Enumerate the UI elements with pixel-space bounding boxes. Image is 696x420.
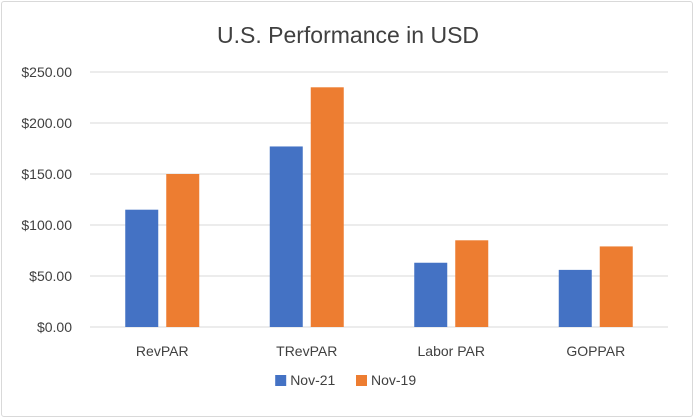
legend-label: Nov-21 bbox=[290, 372, 335, 388]
x-tick-label: TRevPAR bbox=[276, 343, 337, 359]
legend-swatch bbox=[275, 375, 287, 386]
y-tick-label: $150.00 bbox=[21, 166, 72, 182]
y-tick-label: $50.00 bbox=[29, 268, 72, 284]
bar-nov-21-labor-par bbox=[414, 262, 448, 327]
y-tick-label: $200.00 bbox=[21, 115, 72, 131]
bar-nov-19-labor-par bbox=[455, 240, 489, 327]
bar-nov-19-goppar bbox=[599, 246, 633, 327]
bar-nov-21-goppar bbox=[558, 269, 592, 327]
legend-label: Nov-19 bbox=[371, 372, 416, 388]
x-axis: RevPAR TRevPAR Labor PAR GOPPAR bbox=[136, 343, 625, 359]
x-tick-label: GOPPAR bbox=[566, 343, 625, 359]
legend: Nov-21 Nov-19 bbox=[275, 372, 416, 388]
bar-nov-19-trevpar bbox=[310, 87, 344, 327]
bar-nov-21-trevpar bbox=[269, 146, 303, 327]
bars bbox=[125, 87, 633, 327]
bar-nov-19-revpar bbox=[166, 174, 200, 327]
chart-title: U.S. Performance in USD bbox=[217, 22, 479, 48]
x-tick-label: Labor PAR bbox=[418, 343, 485, 359]
x-tick-label: RevPAR bbox=[136, 343, 189, 359]
bar-nov-21-revpar bbox=[125, 209, 159, 327]
y-tick-label: $100.00 bbox=[21, 217, 72, 233]
legend-swatch bbox=[356, 375, 367, 386]
y-tick-label: $250.00 bbox=[21, 64, 72, 80]
y-axis: $0.00 $50.00 $100.00 $150.00 $200.00 $250.00 bbox=[21, 64, 72, 335]
y-tick-label: $0.00 bbox=[37, 319, 72, 335]
